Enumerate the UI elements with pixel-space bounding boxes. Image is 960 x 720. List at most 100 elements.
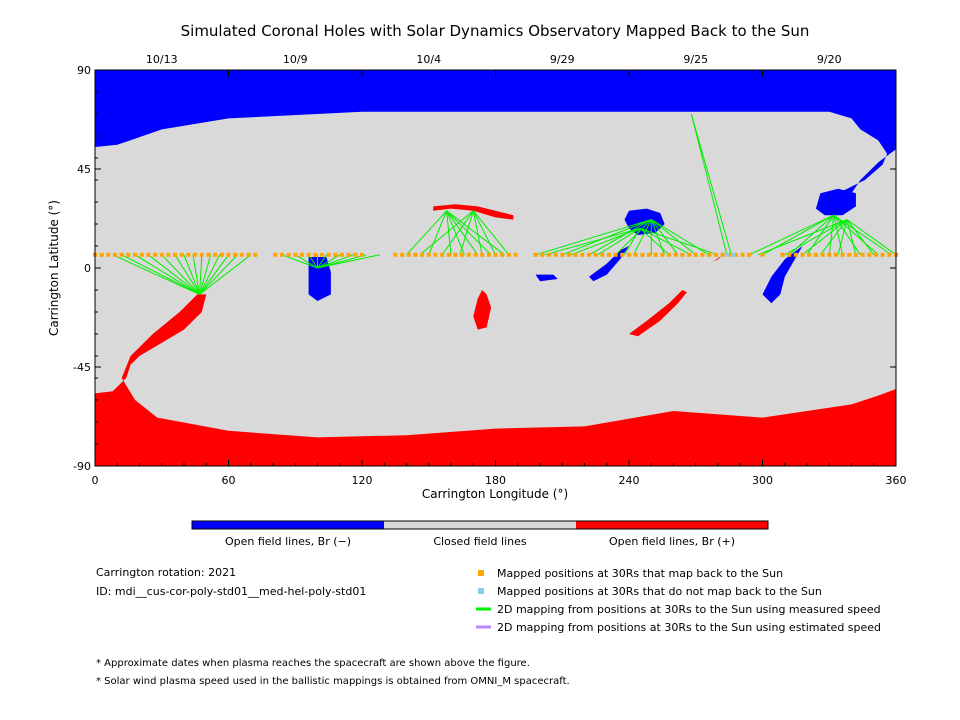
colorbar-negative <box>192 521 384 529</box>
measured-mapping-line <box>846 219 897 256</box>
mapped-point <box>620 252 625 257</box>
measured-mapping-line <box>624 228 641 256</box>
unmapped-point <box>731 252 736 257</box>
mapped-points <box>93 252 898 257</box>
measured-mapping-line <box>639 227 719 256</box>
mapped-point <box>593 252 598 257</box>
mapped-point <box>346 252 351 257</box>
mapped-point <box>780 252 785 257</box>
measured-mapping-line <box>317 254 380 269</box>
measured-mapping-line <box>199 254 203 295</box>
measured-mapping-line <box>308 254 318 269</box>
mapped-point <box>306 252 311 257</box>
mapped-point <box>446 252 451 257</box>
legend-square-symbol <box>478 588 484 594</box>
measured-mapping-line <box>828 215 835 255</box>
measured-mapping-line <box>690 113 728 255</box>
mapped-point <box>119 252 124 257</box>
measured-mapping-line <box>183 254 201 295</box>
colorbar-positive-label: Open field lines, Br (+) <box>609 535 735 548</box>
x-tick-label: 300 <box>752 474 773 487</box>
top-date-label: 10/13 <box>146 53 178 66</box>
measured-mapping-line <box>633 219 652 256</box>
region-north-negative <box>95 70 896 209</box>
measured-mapping-line <box>784 219 848 256</box>
mapped-point <box>733 252 738 257</box>
mapped-point <box>486 252 491 257</box>
mapped-point <box>146 252 151 257</box>
measured-mapping-line <box>199 254 212 295</box>
carrington-rotation: Carrington rotation: 2021 <box>96 566 236 579</box>
mapping-lines <box>112 113 897 295</box>
mapped-point <box>833 252 838 257</box>
measured-mapping-line <box>690 113 732 255</box>
legend-square-symbol <box>478 570 484 576</box>
mapped-point <box>219 252 224 257</box>
mapped-point <box>466 252 471 257</box>
measured-mapping-line <box>148 254 200 295</box>
measured-mapping-line <box>472 210 496 256</box>
measured-mapping-line <box>588 219 652 256</box>
measured-mapping-line <box>199 254 229 295</box>
top-date-label: 9/29 <box>550 53 575 66</box>
measured-mapping-line <box>639 227 692 256</box>
mapped-point <box>400 252 405 257</box>
unmapped-point <box>724 252 729 257</box>
mapped-point <box>133 252 138 257</box>
mapped-point <box>326 252 331 257</box>
mapped-point <box>199 252 204 257</box>
colorbar-positive <box>576 521 768 529</box>
mapped-point <box>867 252 872 257</box>
measured-mapping-line <box>134 254 200 295</box>
measured-mapping-line <box>597 227 641 256</box>
mapped-point <box>847 252 852 257</box>
x-tick-label: 0 <box>92 474 99 487</box>
note-speed: * Solar wind plasma speed used in the ba… <box>96 676 570 687</box>
mapped-point <box>159 252 164 257</box>
colorbar-closed <box>384 521 576 529</box>
region-positive-patch-1 <box>433 204 514 220</box>
mapped-point <box>553 252 558 257</box>
measured-mapping-line <box>446 210 452 255</box>
y-tick-label: 0 <box>84 262 91 275</box>
mapped-point <box>453 252 458 257</box>
mapped-point <box>860 252 865 257</box>
mapped-point <box>440 252 445 257</box>
measured-mapping-line <box>281 254 318 269</box>
region-negative-patch-1 <box>308 257 331 301</box>
mapped-point <box>647 252 651 257</box>
x-axis-label: Carrington Longitude (°) <box>422 487 568 501</box>
mapped-point <box>727 252 732 257</box>
measured-mapping-line <box>295 254 318 269</box>
mapped-point <box>747 252 752 257</box>
mapped-point <box>293 252 298 257</box>
colorbar-closed-label: Closed field lines <box>433 535 527 548</box>
mapped-point <box>787 252 792 257</box>
region-negative-patch-6 <box>815 188 856 216</box>
mapped-point <box>473 252 478 257</box>
x-axis-ticks: 0 60 120 180 240 300 360 <box>92 70 907 487</box>
mapped-point <box>566 252 571 257</box>
region-positive-patch-3 <box>629 290 687 337</box>
measured-mapping-line <box>459 210 474 255</box>
mapped-point <box>99 252 104 257</box>
chart-title: Simulated Coronal Holes with Solar Dynam… <box>181 22 810 40</box>
top-date-label: 10/9 <box>283 53 308 66</box>
mapped-point <box>420 252 425 257</box>
measured-mapping-line <box>748 214 834 256</box>
mapped-point <box>687 252 692 257</box>
field-regions <box>95 70 896 466</box>
measured-mapping-line <box>446 210 465 255</box>
mapped-point <box>874 252 878 257</box>
mapped-point <box>413 252 418 257</box>
measured-mapping-line <box>802 219 848 256</box>
mapped-point <box>239 252 244 257</box>
mapped-point <box>653 252 658 257</box>
legend-label: 2D mapping from positions at 30Rs to the… <box>497 621 881 634</box>
mapped-point <box>853 252 858 257</box>
region-positive-patch-2 <box>473 290 492 330</box>
mapped-point <box>887 252 892 257</box>
mapped-point <box>627 252 631 257</box>
colorbar: Open field lines, Br (−) Closed field li… <box>191 520 769 548</box>
top-date-label: 9/20 <box>817 53 842 66</box>
